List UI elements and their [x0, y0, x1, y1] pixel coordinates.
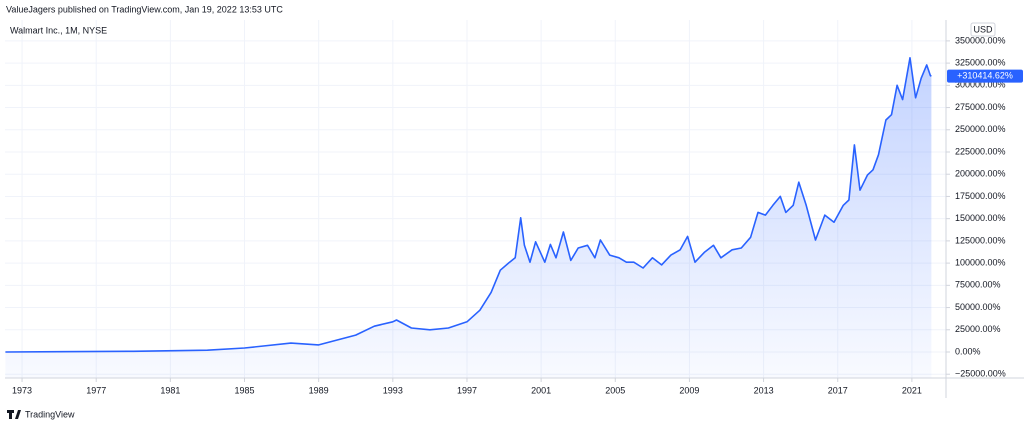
x-tick-label: 2001 — [531, 385, 551, 395]
published-note: ValueJagers published on TradingView.com… — [6, 4, 283, 14]
y-tick-label: 0.00% — [955, 346, 981, 356]
x-tick-label: 2009 — [679, 385, 699, 395]
y-tick-label: 75000.00% — [955, 280, 1001, 290]
x-tick-label: 1973 — [12, 385, 32, 395]
price-line — [5, 57, 932, 353]
x-tick-label: 1989 — [309, 385, 329, 395]
logo-icon[interactable] — [7, 410, 21, 419]
footer-logo[interactable]: TradingView — [7, 409, 75, 419]
y-tick-label: 100000.00% — [955, 257, 1006, 267]
x-tick-label: 2021 — [902, 385, 922, 395]
x-tick-label: 1977 — [86, 385, 106, 395]
area-fill — [5, 57, 932, 379]
y-tick-label: 300000.00% — [955, 80, 1006, 90]
x-tick-label: 1985 — [234, 385, 254, 395]
x-tick-label: 1993 — [383, 385, 403, 395]
y-tick-label: 325000.00% — [955, 57, 1006, 67]
last-value-label: +310414.62% — [957, 70, 1013, 80]
last-value-badge — [947, 69, 1023, 83]
y-tick-label: 250000.00% — [955, 124, 1006, 134]
y-tick-label: 200000.00% — [955, 169, 1006, 179]
y-tick-label: 350000.00% — [955, 35, 1006, 45]
grid — [5, 20, 946, 378]
y-tick-label: −25000.00% — [955, 369, 1006, 379]
brand[interactable]: TradingView — [25, 409, 75, 419]
y-tick-label: 175000.00% — [955, 191, 1006, 201]
y-tick-label: 25000.00% — [955, 324, 1001, 334]
y-tick-label: 275000.00% — [955, 102, 1006, 112]
y-tick-label: 50000.00% — [955, 302, 1001, 312]
x-tick-label: 2013 — [754, 385, 774, 395]
currency-box[interactable] — [970, 22, 996, 37]
y-tick-label: 150000.00% — [955, 213, 1006, 223]
y-tick-label: 125000.00% — [955, 235, 1006, 245]
x-tick-label: 2017 — [828, 385, 848, 395]
y-tick-label: 225000.00% — [955, 146, 1006, 156]
axes: −25000.00% 0.00% 25000.00% 50000.00% 75000.0… — [12, 35, 1023, 395]
symbol-title: Walmart Inc., 1M, NYSE — [10, 25, 107, 35]
plot — [5, 57, 932, 379]
x-tick-label: 2005 — [605, 385, 625, 395]
x-tick-label: 1997 — [457, 385, 477, 395]
currency[interactable]: USD — [973, 24, 993, 34]
x-tick-label: 1981 — [160, 385, 180, 395]
